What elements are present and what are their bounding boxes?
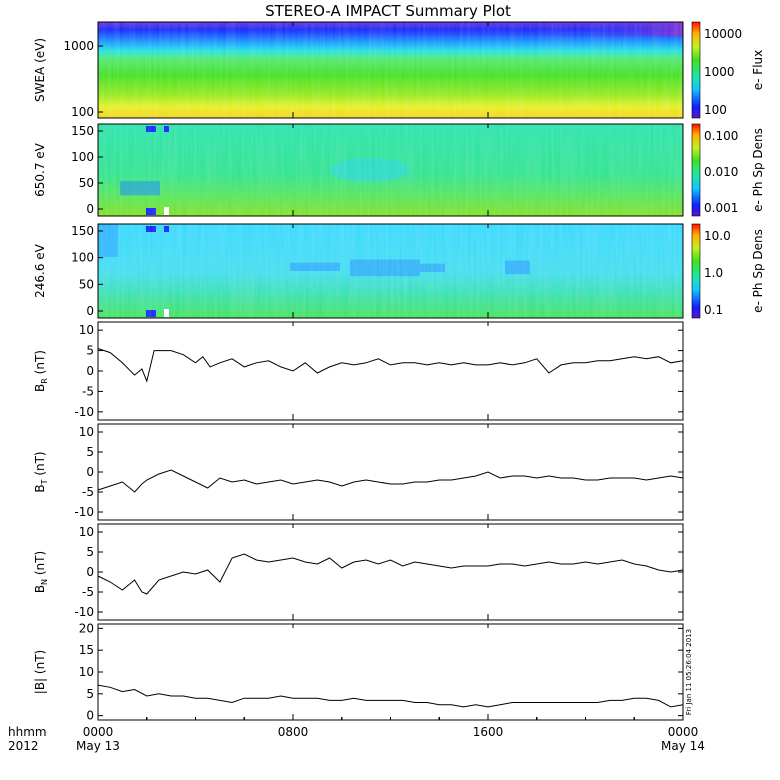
y-axis-label: BT (nT) <box>33 451 49 492</box>
y-tick-label: 5 <box>86 687 94 701</box>
x-tick-date: May 13 <box>76 739 120 753</box>
series-line <box>97 553 684 595</box>
panel-frame <box>97 123 684 217</box>
colorbar-label: e- Flux <box>751 50 765 90</box>
y-tick-label: -5 <box>82 485 94 499</box>
y-tick-label: -5 <box>82 384 94 398</box>
x-tick-label: 0000 <box>668 725 699 739</box>
y-tick-label: 20 <box>79 621 94 635</box>
y-tick-label: 0 <box>86 565 94 579</box>
y-axis-label: SWEA (eV) <box>33 38 47 102</box>
y-tick-label: 100 <box>71 105 94 119</box>
panel-frame <box>97 523 684 621</box>
y-axis-label: BN (nT) <box>33 551 49 593</box>
series-line <box>97 684 684 708</box>
x-axis-caption: hhmm <box>8 725 47 739</box>
y-tick-label: 10 <box>79 665 94 679</box>
panel-frame <box>97 21 684 119</box>
colorbar-label: e- Ph Sp Dens <box>751 128 765 212</box>
y-tick-label: 10 <box>79 525 94 539</box>
y-axis-label: 650.7 eV <box>33 142 47 197</box>
y-tick-label: 50 <box>79 176 94 190</box>
y-tick-label: 15 <box>79 643 94 657</box>
colorbar <box>691 21 701 119</box>
y-tick-label: 100 <box>71 150 94 164</box>
y-tick-label: 0 <box>86 364 94 378</box>
spectrogram-texture <box>98 22 683 118</box>
timestamp-stamp: Fri Jan 11 05:26:04 2013 <box>685 629 693 715</box>
spectrogram-panel-1: 1000 100 SWEA (eV) 10000 1000 100 e- Flux <box>33 21 765 119</box>
colorbar-tick-label: 10.0 <box>704 229 731 243</box>
y-axis-label: BR (nT) <box>33 350 49 392</box>
y-tick-label: 150 <box>71 224 94 238</box>
y-tick-label: -5 <box>82 585 94 599</box>
y-tick-label: 0 <box>86 304 94 318</box>
panel-frame <box>97 423 684 521</box>
colorbar-tick-label: 0.1 <box>704 303 723 317</box>
spectrogram-texture <box>98 224 683 318</box>
y-tick-label: 10 <box>79 323 94 337</box>
x-tick-label: 0000 <box>83 725 114 739</box>
y-tick-label: 150 <box>71 124 94 138</box>
y-tick-label: -10 <box>74 405 94 419</box>
y-tick-label: 0 <box>86 709 94 723</box>
density-patch <box>120 181 160 196</box>
x-tick-date: May 14 <box>661 739 705 753</box>
spectrogram-panel-3: 150 100 50 0 246.6 eV 10.0 1.0 0.1 e- Ph Sp Dens <box>33 181 765 319</box>
panel-frame <box>97 623 684 721</box>
y-axis-label: 246.6 eV <box>33 243 47 298</box>
y-tick-label: 5 <box>86 445 94 459</box>
colorbar <box>691 223 701 319</box>
colorbar-tick-label: 0.100 <box>704 129 738 143</box>
panel-frame <box>97 321 684 421</box>
x-tick-label: 1600 <box>473 725 504 739</box>
y-tick-label: 100 <box>71 251 94 265</box>
y-tick-label: 50 <box>79 277 94 291</box>
y-tick-label: -10 <box>74 505 94 519</box>
line-panel-4: 20 15 10 5 0 |B| (nT) <box>33 621 684 723</box>
colorbar-label: e- Ph Sp Dens <box>751 229 765 313</box>
y-tick-label: 1000 <box>63 39 94 53</box>
panel-frame <box>97 223 684 319</box>
series-line <box>97 348 684 383</box>
y-tick-label: 5 <box>86 545 94 559</box>
colorbar-tick-label: 10000 <box>704 27 742 41</box>
spectrogram-texture <box>98 124 683 216</box>
colorbar-tick-label: 1000 <box>704 65 735 79</box>
colorbar-tick-label: 0.010 <box>704 165 738 179</box>
spectrogram-panel-2: 150 100 50 0 650.7 eV 0.100 0.010 0.001 e- Ph Sp… <box>33 123 765 217</box>
line-panel-3: 10 5 0 -5 -10 BN (nT) <box>33 523 684 621</box>
series-line <box>97 469 684 493</box>
colorbar-tick-label: 100 <box>704 103 727 117</box>
y-tick-label: -10 <box>74 605 94 619</box>
y-tick-label: 0 <box>86 202 94 216</box>
line-panel-1: 10 5 0 -5 -10 BR (nT) <box>33 321 684 421</box>
colorbar-tick-label: 0.001 <box>704 201 738 215</box>
y-tick-label: 0 <box>86 465 94 479</box>
colorbar-tick-label: 1.0 <box>704 266 723 280</box>
x-tick-label: 0800 <box>278 725 309 739</box>
y-tick-label: 5 <box>86 344 94 358</box>
y-axis-label: |B| (nT) <box>33 650 47 694</box>
y-tick-label: 10 <box>79 425 94 439</box>
chart-title: STEREO-A IMPACT Summary Plot <box>265 2 511 20</box>
x-axis-caption: 2012 <box>8 739 39 753</box>
line-panel-2: 10 5 0 -5 -10 BT (nT) <box>33 423 684 521</box>
colorbar <box>691 123 701 217</box>
